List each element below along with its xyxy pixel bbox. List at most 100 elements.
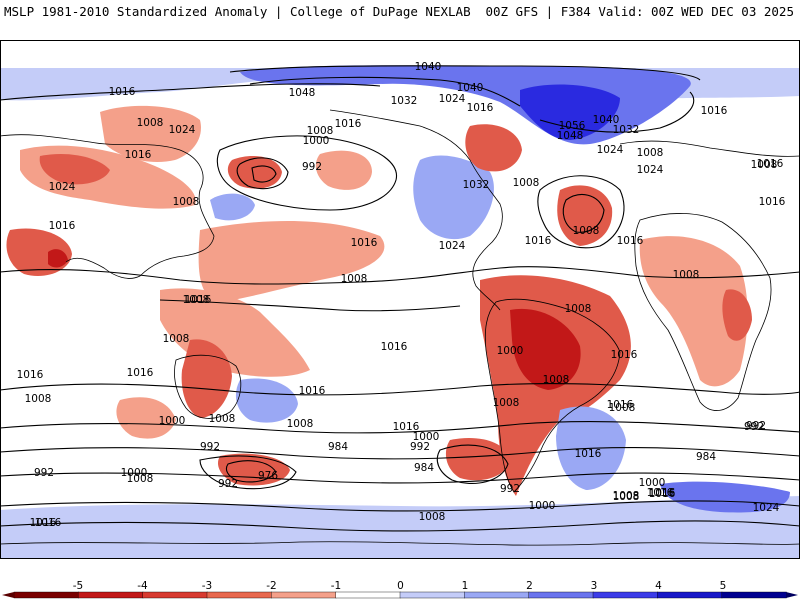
- south-pacific-negative: [116, 397, 176, 439]
- se-pacific-positive: [235, 378, 298, 423]
- isobar-label: 1024: [637, 164, 664, 176]
- isobar-984-south: [199, 455, 297, 490]
- colorbar-max-arrow: [786, 592, 798, 598]
- isobar-label: 1024: [439, 240, 466, 252]
- asia-negative: [100, 105, 201, 163]
- na-east-positive: [413, 155, 494, 240]
- isobar-1008-antarctic: [0, 500, 800, 512]
- isobar-label: 992: [34, 467, 54, 479]
- isobar-label: 1008: [173, 196, 200, 208]
- anomaly-map: 1040 1048 1032 1024 1040 1016 1056 1040 1032 1048…: [0, 40, 800, 559]
- coastlines: [0, 109, 800, 546]
- colorbar-segments: [2, 591, 798, 599]
- isobar-label: 1008: [613, 491, 640, 503]
- isobar-1048: [249, 76, 521, 107]
- isobar-label: 1016: [30, 517, 57, 529]
- isobar-label: 1000: [529, 500, 556, 512]
- colorbar-segment: [13, 591, 80, 599]
- isobar-1040-north: [229, 65, 701, 81]
- colorbar-tick-label: 0: [397, 580, 404, 592]
- isobar-label: 1016: [611, 349, 638, 361]
- colorbar-tick-label: -5: [73, 580, 83, 592]
- npac-low-2: [315, 150, 372, 190]
- isobar-label: 1016: [759, 196, 786, 208]
- isobar-label: 1024: [169, 124, 196, 136]
- isobar-label: 1000: [497, 345, 524, 357]
- africa-negative: [639, 236, 748, 387]
- isobar-label: 992: [200, 441, 220, 453]
- isobar-label: 984: [414, 462, 434, 474]
- colorbar-segment: [721, 591, 787, 599]
- isobar-1016-subtrop: [0, 266, 800, 285]
- isobar-label: 1008: [183, 294, 210, 306]
- isobar-1016-nat: [537, 175, 625, 249]
- isobar-1000-south: [0, 446, 800, 460]
- isobar-label: 1032: [463, 179, 490, 191]
- isobar-label: 1008: [543, 374, 570, 386]
- isobar-label: 976: [258, 470, 278, 482]
- europe-coast: [619, 140, 800, 157]
- india-core: [48, 249, 68, 268]
- isobar-label: 1008: [25, 393, 52, 405]
- isobar-label: 1008: [493, 397, 520, 409]
- pacific-positive: [210, 193, 255, 221]
- isobar-label: 1016: [35, 517, 62, 529]
- colorbar-tick-label: -1: [331, 580, 341, 592]
- colorbar-segment: [271, 591, 337, 599]
- colorbar-segment: [206, 591, 273, 599]
- isobar-1016-south: [0, 382, 800, 396]
- colorbar-segment: [464, 591, 530, 599]
- isobar-label: 1024: [49, 181, 76, 193]
- isobar-label: 1008: [613, 490, 640, 502]
- isobar-label: 1016: [299, 385, 326, 397]
- isobar-1008-npac: [236, 157, 289, 190]
- isobar-1016-arctic: [0, 83, 381, 101]
- isobar-label: 1016: [125, 149, 152, 161]
- isobar-label: 1016: [525, 235, 552, 247]
- colorbar-segment: [657, 591, 723, 599]
- colorbar-segment: [592, 591, 659, 599]
- isobar-1000-npac: [251, 165, 277, 183]
- isobar-label: 1008: [751, 159, 778, 171]
- australia-coast: [174, 354, 242, 419]
- isobar-label: 1000: [413, 431, 440, 443]
- colorbar-tick-label: 4: [655, 580, 662, 592]
- isobar-992-south: [0, 472, 800, 484]
- isobar-label: 1016: [649, 487, 676, 499]
- isobar-label: 1000: [639, 477, 666, 489]
- model-run-info: 00Z GFS | F384 Valid: 00Z WED DEC 03 202…: [485, 4, 794, 19]
- colorbar-tick-labels: -5 -4 -3 -2 -1 0 1 2 3 4 5: [73, 580, 727, 592]
- australia-negative: [181, 339, 232, 418]
- isobar-label: 1008: [419, 511, 446, 523]
- colorbar-tick-label: 2: [526, 580, 533, 592]
- npac-low-3: [465, 124, 522, 172]
- asia-negative-core: [39, 153, 110, 185]
- colorbar-tick-label: 1: [462, 580, 469, 592]
- colorbar-tick-label: -2: [266, 580, 276, 592]
- isobar-label: 984: [328, 441, 348, 453]
- isobar-label: 1008: [137, 117, 164, 129]
- isobar-label: 992: [746, 420, 766, 432]
- south-america-core: [510, 308, 581, 390]
- isobar-label: 1016: [335, 118, 362, 130]
- isobar-label: 1008: [341, 273, 368, 285]
- isobar-label: 1016: [109, 86, 136, 98]
- isobar-label: 1016: [607, 399, 634, 411]
- isobar-label: 1008: [127, 473, 154, 485]
- isobar-label: 1016: [467, 102, 494, 114]
- isobar-label: 1008: [565, 303, 592, 315]
- antarctica-coast: [0, 541, 800, 546]
- isobar-label: 1024: [753, 502, 780, 514]
- isobar-label: 1008: [637, 147, 664, 159]
- isobar-label: 1056: [559, 120, 586, 132]
- isobar-label: 992: [218, 478, 238, 490]
- isobar-label: 1024: [597, 144, 624, 156]
- isobar-1008-nat: [562, 194, 605, 233]
- colorbar-tick-label: -4: [137, 580, 148, 592]
- isobar-label: 1016: [17, 369, 44, 381]
- isobar-label: 1008: [163, 333, 190, 345]
- far-south-positive: [660, 481, 790, 513]
- isobar-1024-gl: [539, 91, 695, 133]
- isobar-label: 1016: [617, 235, 644, 247]
